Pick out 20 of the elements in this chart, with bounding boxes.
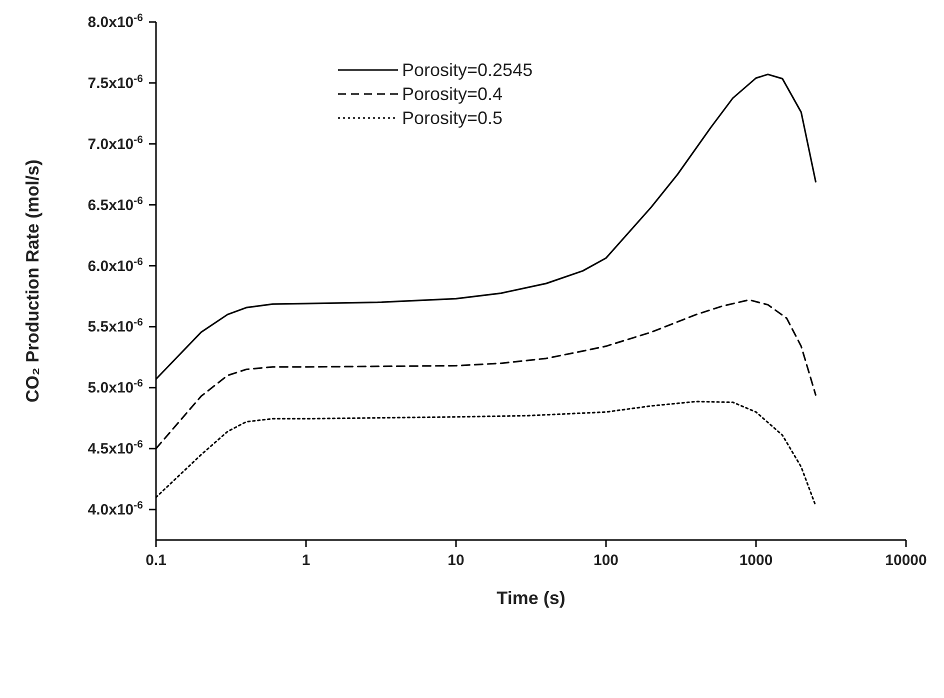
legend-label: Porosity=0.4 bbox=[402, 84, 503, 104]
y-tick-label: 4.5x10$^{-6}$ bbox=[88, 438, 144, 458]
y-tick-label: 5.5x10$^{-6}$ bbox=[88, 316, 144, 336]
x-axis-title: Time (s) bbox=[496, 588, 566, 608]
y-tick-label: 7.5x10$^{-6}$ bbox=[88, 72, 144, 92]
y-tick-label: 6.0x10$^{-6}$ bbox=[88, 256, 144, 275]
y-tick-label: 4.0x10$^{-6}$ bbox=[88, 500, 144, 519]
y-tick-label: 5.0x10$^{-6}$ bbox=[88, 378, 144, 397]
x-tick-label: 1 bbox=[302, 552, 310, 569]
y-axis-title: CO₂ Production Rate (mol/s) bbox=[22, 159, 42, 403]
x-tick-label: 10 bbox=[448, 552, 464, 569]
x-tick-label: 1000 bbox=[739, 552, 773, 569]
legend-label: Porosity=0.2545 bbox=[402, 60, 533, 80]
y-tick-label: 6.5x10$^{-6}$ bbox=[88, 194, 144, 214]
x-tick-label: 100 bbox=[593, 552, 619, 569]
x-tick-label: 10000 bbox=[885, 552, 927, 569]
y-tick-label: 8.0x10$^{-6}$ bbox=[88, 12, 144, 31]
legend-label: Porosity=0.5 bbox=[402, 108, 503, 128]
y-tick-label: 7.0x10$^{-6}$ bbox=[88, 134, 144, 153]
x-tick-label: 0.1 bbox=[146, 552, 166, 569]
